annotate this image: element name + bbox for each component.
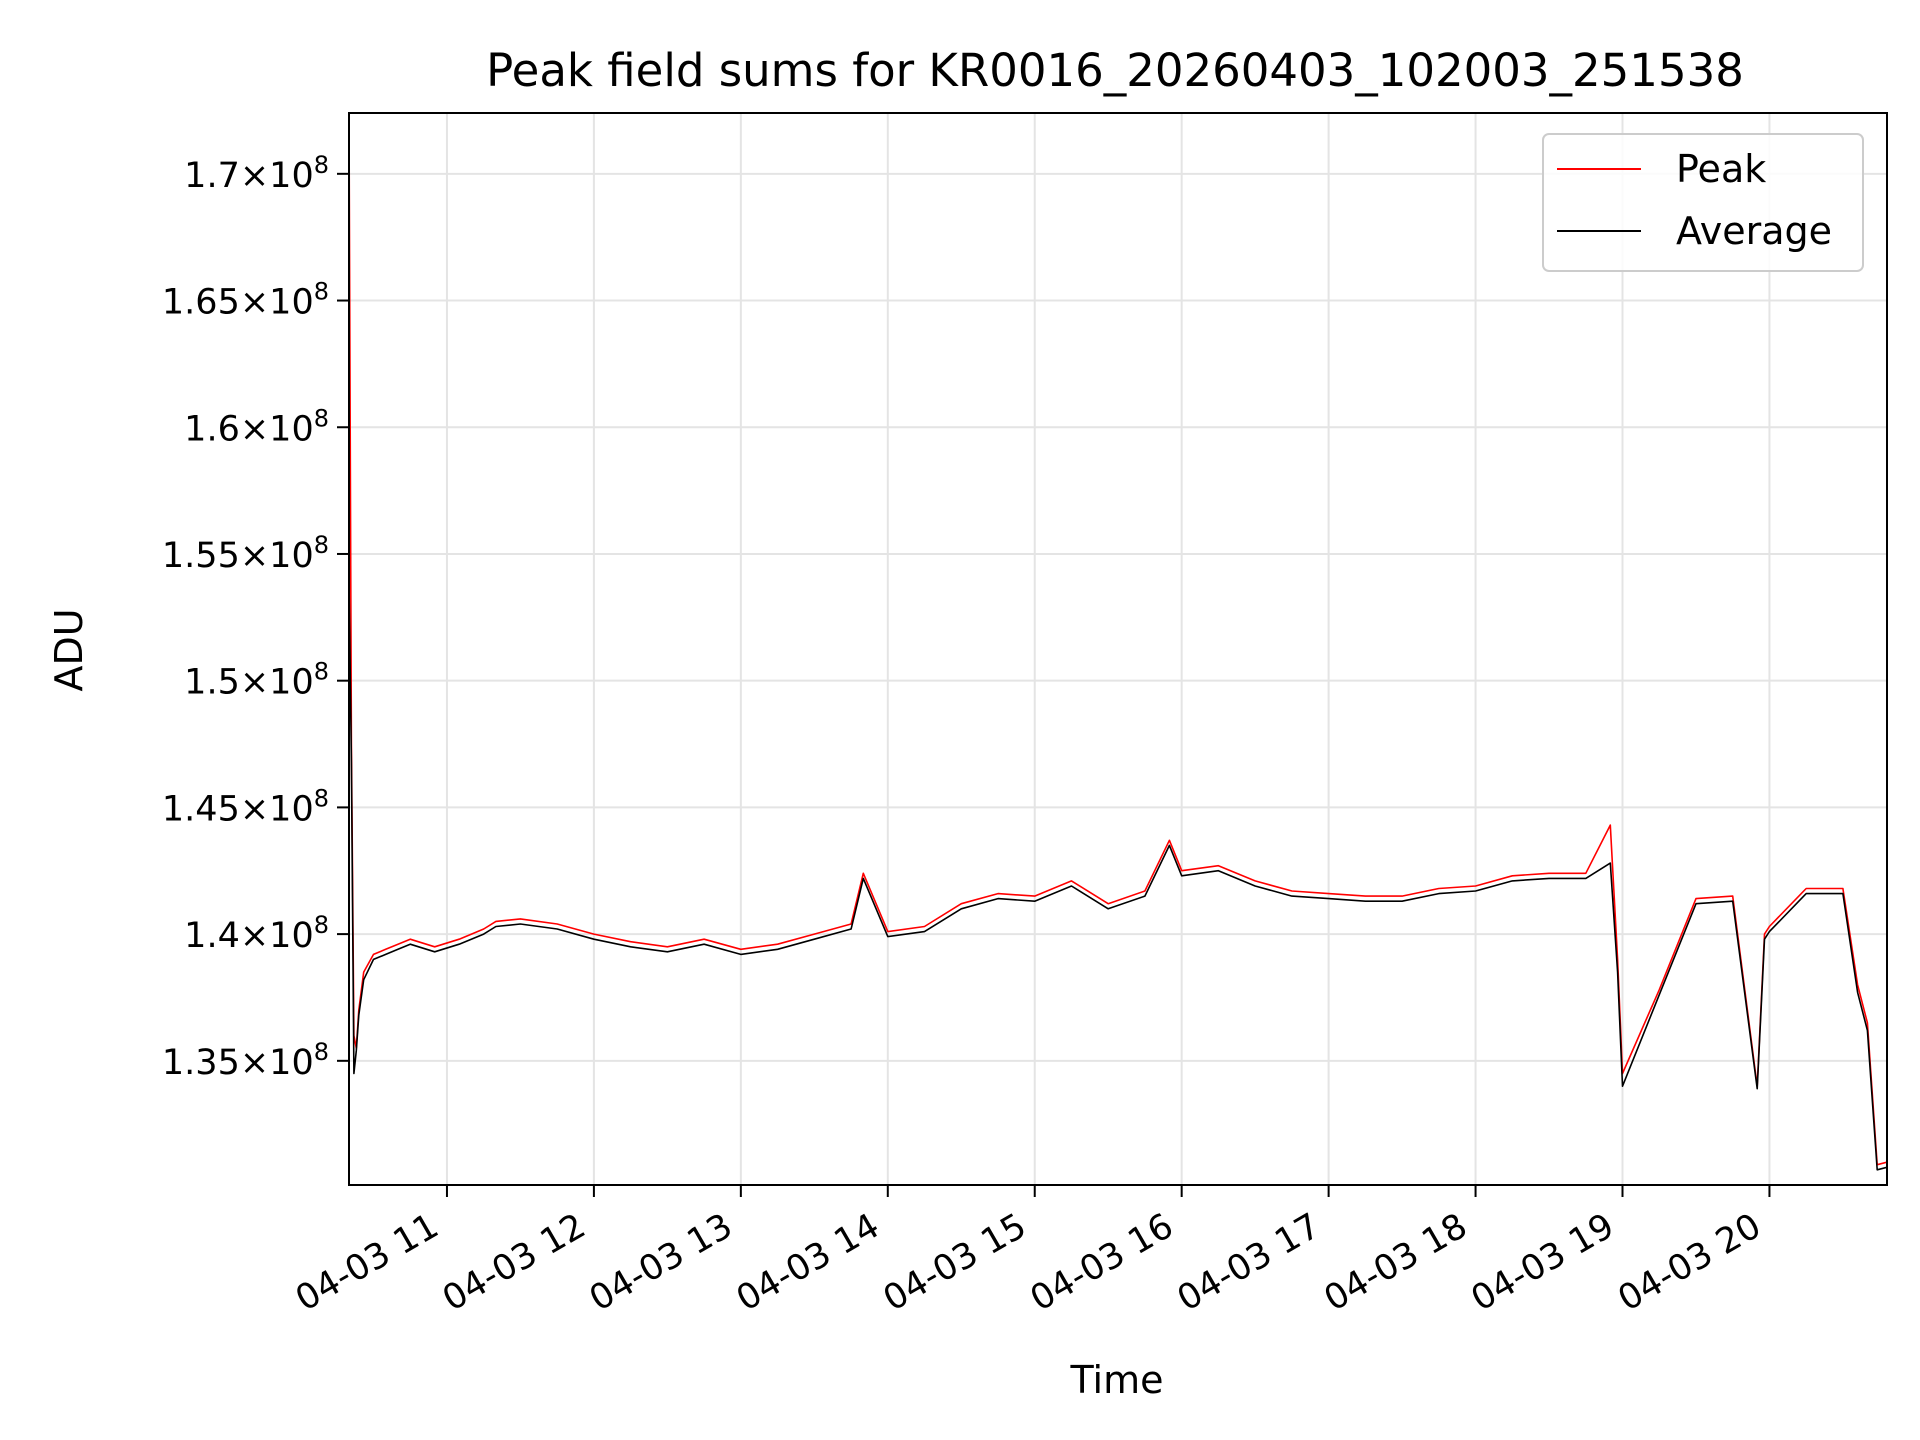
plot-frame bbox=[348, 112, 1888, 1186]
plot-lines bbox=[349, 113, 1887, 1171]
y-tick-label: 1.65×108 bbox=[162, 278, 329, 323]
series-line-average bbox=[349, 578, 1887, 1171]
y-tick-label: 1.5×108 bbox=[184, 658, 329, 703]
chart-title: Peak field sums for KR0016_20260403_1020… bbox=[486, 44, 1744, 97]
y-tick-label: 1.45×108 bbox=[162, 784, 329, 829]
y-tick-label: 1.4×108 bbox=[184, 911, 329, 956]
series-line-peak bbox=[349, 113, 1887, 1166]
y-axis: 1.35×108 1.4×108 1.45×108 1.5×108 1.55×108 1.… bbox=[162, 151, 349, 1083]
y-tick-label: 1.7×108 bbox=[184, 151, 329, 196]
legend: Peak Average bbox=[1542, 133, 1864, 272]
legend-label-average: Average bbox=[1676, 209, 1832, 253]
y-tick-label: 1.35×108 bbox=[162, 1038, 329, 1083]
legend-label-peak: Peak bbox=[1676, 147, 1766, 191]
y-tick-label: 1.6×108 bbox=[184, 404, 329, 449]
y-tick-label: 1.55×108 bbox=[162, 531, 329, 576]
y-axis-label: ADU bbox=[47, 608, 91, 691]
grid bbox=[349, 113, 1887, 1185]
x-axis-label: Time bbox=[1070, 1358, 1164, 1402]
